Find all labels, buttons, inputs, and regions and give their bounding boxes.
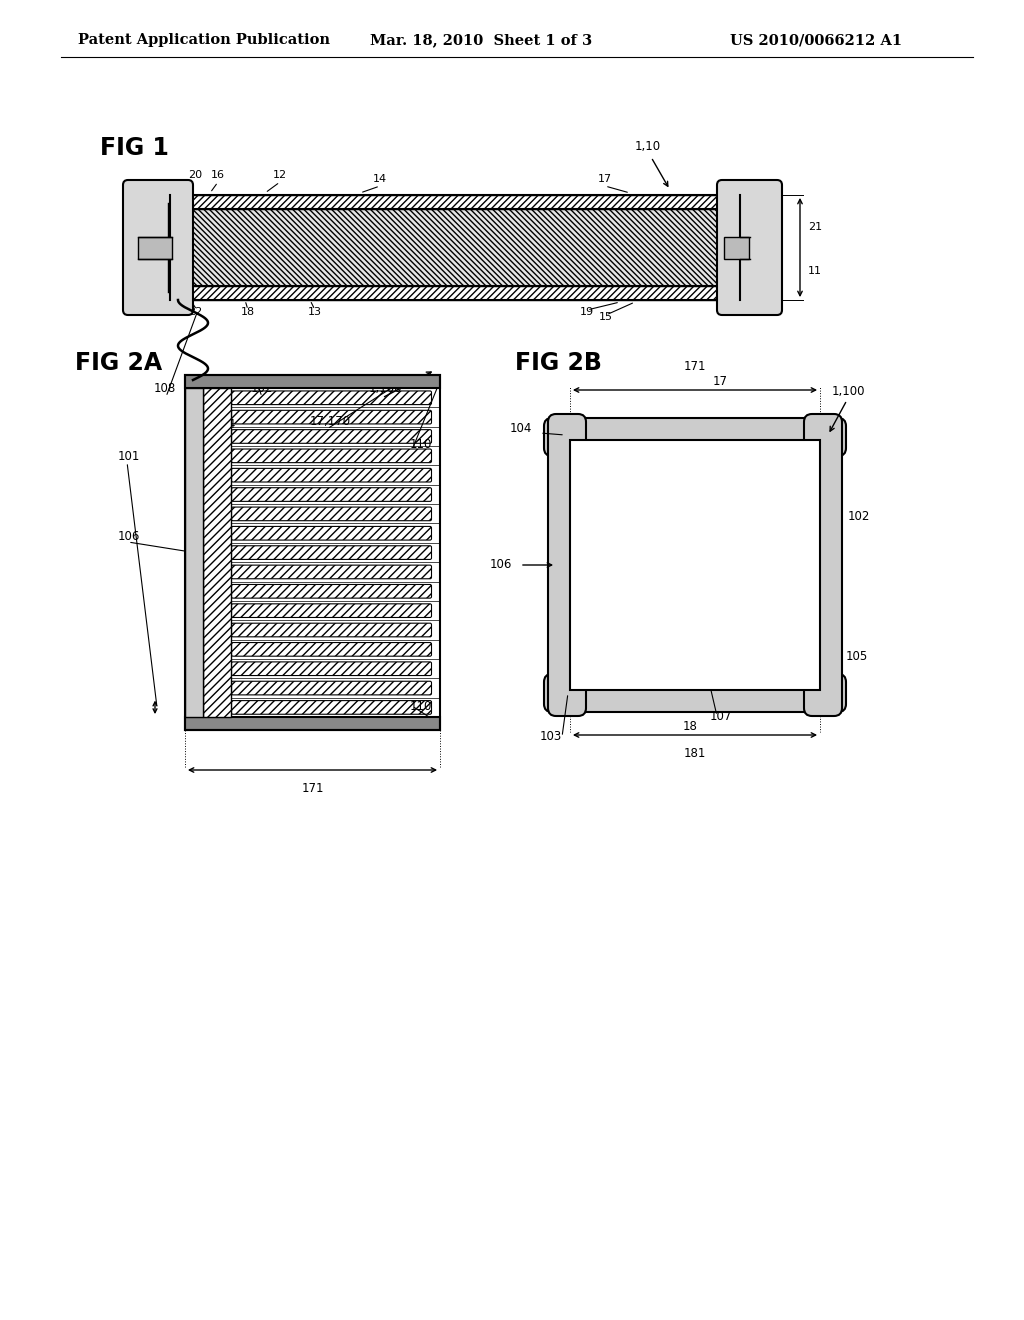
- Text: 103: 103: [540, 730, 562, 743]
- FancyBboxPatch shape: [231, 411, 431, 424]
- Text: 13: 13: [308, 308, 322, 317]
- FancyBboxPatch shape: [231, 545, 431, 560]
- Text: 17,170: 17,170: [309, 414, 350, 428]
- Text: 16: 16: [211, 170, 225, 180]
- Text: 102: 102: [251, 381, 273, 395]
- FancyBboxPatch shape: [231, 565, 431, 578]
- Text: 110: 110: [410, 438, 432, 451]
- Bar: [203, 388, 231, 717]
- FancyBboxPatch shape: [231, 507, 431, 520]
- FancyBboxPatch shape: [717, 180, 782, 315]
- Text: 17: 17: [713, 375, 727, 388]
- FancyBboxPatch shape: [544, 418, 846, 455]
- Text: 110: 110: [410, 700, 432, 713]
- Text: 104: 104: [510, 422, 532, 436]
- Text: 108: 108: [154, 381, 176, 395]
- Text: 106: 106: [118, 531, 140, 543]
- FancyBboxPatch shape: [231, 429, 431, 444]
- Text: 18: 18: [683, 719, 697, 733]
- Text: 18: 18: [241, 308, 255, 317]
- Bar: [570, 440, 820, 690]
- Text: 21: 21: [808, 222, 822, 231]
- Text: 104: 104: [214, 418, 237, 432]
- FancyBboxPatch shape: [231, 681, 431, 694]
- Bar: [170, 209, 740, 286]
- FancyBboxPatch shape: [231, 603, 431, 618]
- Text: 11: 11: [808, 265, 822, 276]
- FancyBboxPatch shape: [231, 449, 431, 462]
- Bar: [185, 388, 203, 717]
- FancyBboxPatch shape: [231, 487, 431, 502]
- Text: 101: 101: [118, 450, 140, 463]
- Text: 17: 17: [598, 174, 612, 183]
- Text: 181: 181: [684, 747, 707, 760]
- Text: 1,10: 1,10: [635, 140, 662, 153]
- FancyBboxPatch shape: [231, 643, 431, 656]
- Bar: [724, 236, 749, 259]
- Bar: [185, 375, 440, 730]
- Text: 171: 171: [684, 360, 707, 374]
- FancyBboxPatch shape: [231, 661, 431, 676]
- Bar: [185, 717, 440, 730]
- Text: Patent Application Publication: Patent Application Publication: [78, 33, 330, 48]
- Bar: [138, 236, 172, 259]
- Text: 20: 20: [188, 170, 202, 180]
- FancyBboxPatch shape: [231, 585, 431, 598]
- Text: 106: 106: [490, 558, 512, 572]
- Text: Mar. 18, 2010  Sheet 1 of 3: Mar. 18, 2010 Sheet 1 of 3: [370, 33, 592, 48]
- Text: 171: 171: [301, 781, 324, 795]
- Text: 102: 102: [848, 510, 870, 523]
- Bar: [185, 375, 440, 388]
- FancyBboxPatch shape: [231, 623, 431, 636]
- FancyBboxPatch shape: [231, 527, 431, 540]
- Text: 12: 12: [273, 170, 287, 180]
- FancyBboxPatch shape: [548, 414, 586, 715]
- FancyBboxPatch shape: [544, 675, 846, 711]
- FancyBboxPatch shape: [804, 414, 842, 715]
- Text: 1,100: 1,100: [831, 385, 864, 399]
- FancyBboxPatch shape: [231, 391, 431, 405]
- Text: 19: 19: [580, 308, 594, 317]
- Text: 1,100: 1,100: [369, 381, 401, 395]
- Text: 15: 15: [599, 312, 613, 322]
- Text: 105: 105: [846, 649, 868, 663]
- Text: FIG 2B: FIG 2B: [515, 351, 602, 375]
- FancyBboxPatch shape: [231, 701, 431, 714]
- Bar: [170, 286, 740, 300]
- Text: 22: 22: [187, 308, 202, 317]
- Text: 107: 107: [710, 710, 732, 723]
- Bar: [185, 388, 440, 717]
- FancyBboxPatch shape: [231, 469, 431, 482]
- Text: 14: 14: [373, 174, 387, 183]
- Bar: [170, 195, 740, 209]
- FancyBboxPatch shape: [123, 180, 193, 315]
- Text: FIG 2A: FIG 2A: [75, 351, 162, 375]
- Text: US 2010/0066212 A1: US 2010/0066212 A1: [730, 33, 902, 48]
- Bar: [570, 440, 820, 690]
- Text: FIG 1: FIG 1: [100, 136, 169, 160]
